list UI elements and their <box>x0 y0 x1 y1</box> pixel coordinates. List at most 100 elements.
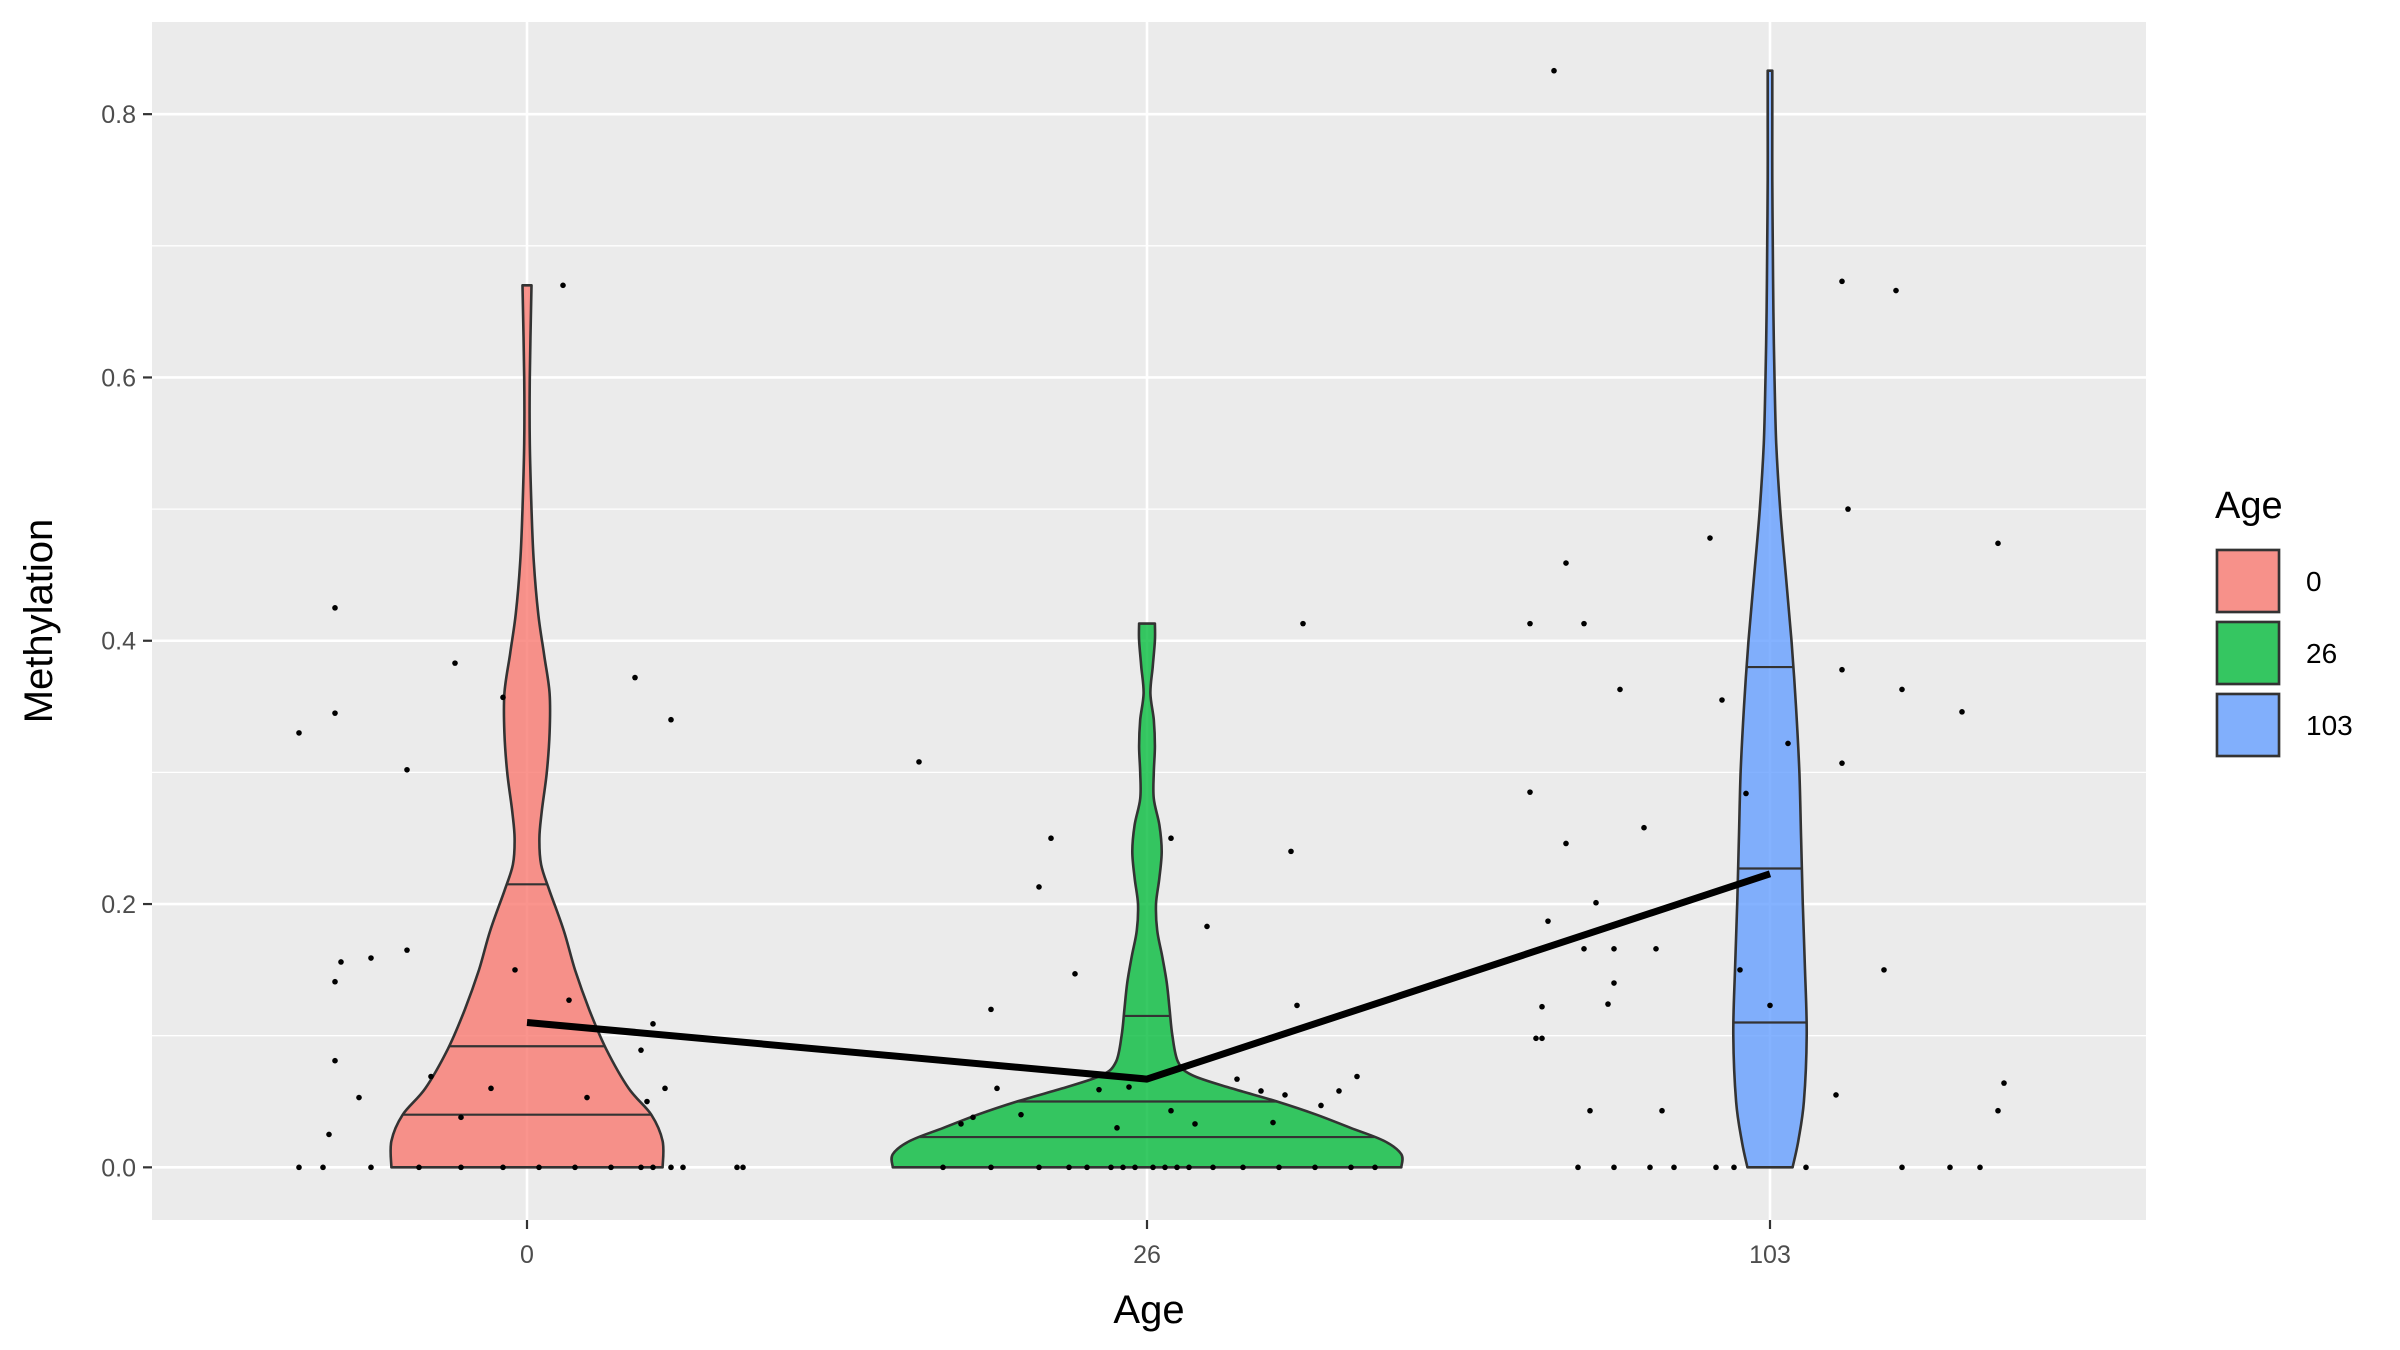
data-point <box>988 1164 994 1171</box>
data-point <box>1899 1164 1905 1171</box>
jitter-points <box>296 67 2007 1171</box>
data-point <box>296 1164 302 1171</box>
data-point <box>1036 1164 1042 1171</box>
data-point <box>1072 971 1078 977</box>
data-point <box>1048 835 1054 842</box>
data-point <box>1551 67 1557 74</box>
legend-label: 103 <box>2306 710 2353 741</box>
data-point <box>1258 1088 1264 1094</box>
data-point <box>2001 1080 2007 1086</box>
data-point <box>1318 1102 1324 1109</box>
data-point <box>566 997 572 1003</box>
data-point <box>1162 1164 1168 1171</box>
data-point <box>1587 1107 1593 1114</box>
data-point <box>1527 789 1533 795</box>
data-point <box>332 605 338 611</box>
data-point <box>608 1164 614 1171</box>
data-point <box>994 1085 1000 1092</box>
data-point <box>332 710 338 716</box>
data-point <box>1204 923 1210 930</box>
data-point <box>668 1164 674 1171</box>
data-point <box>650 1164 656 1171</box>
data-point <box>1641 824 1647 831</box>
data-point <box>1372 1164 1378 1171</box>
data-point <box>1084 1164 1090 1171</box>
data-point <box>1743 790 1749 797</box>
data-point <box>1731 1164 1737 1171</box>
data-point <box>512 967 518 973</box>
data-point <box>1294 1002 1300 1009</box>
data-point <box>1575 1164 1581 1171</box>
data-point <box>1845 506 1851 512</box>
data-point <box>1563 840 1569 847</box>
y-axis-ticks: 0.0 0.2 0.4 0.6 0.8 <box>101 101 152 1182</box>
data-point <box>1276 1164 1282 1171</box>
data-point <box>1282 1092 1288 1098</box>
data-point <box>488 1085 494 1092</box>
data-point <box>1785 740 1791 747</box>
data-point <box>650 1021 656 1027</box>
x-axis-ticks: 0 26 103 <box>520 1220 1791 1269</box>
legend-swatch-103 <box>2215 692 2281 758</box>
data-point <box>668 716 674 723</box>
data-point <box>1767 1002 1773 1009</box>
data-point <box>916 759 922 765</box>
violin-26 <box>890 622 1404 1169</box>
data-point <box>638 1047 644 1053</box>
data-point <box>1240 1164 1246 1171</box>
data-point <box>368 955 374 961</box>
data-point <box>1737 967 1743 973</box>
data-point <box>452 660 458 666</box>
data-point <box>1270 1119 1276 1126</box>
data-point <box>1096 1086 1102 1093</box>
y-axis-title: Methylation <box>17 519 61 724</box>
data-point <box>326 1131 332 1138</box>
data-point <box>1174 1164 1180 1171</box>
data-point <box>680 1164 686 1171</box>
data-point <box>584 1094 590 1101</box>
data-point <box>404 947 410 953</box>
y-tick-label: 0.0 <box>101 1154 136 1182</box>
data-point <box>332 1057 338 1064</box>
data-point <box>734 1164 740 1171</box>
data-point <box>1336 1088 1342 1094</box>
x-tick-label: 26 <box>1133 1241 1161 1269</box>
legend-label: 0 <box>2306 566 2322 597</box>
data-point <box>1893 287 1899 294</box>
y-tick-label: 0.2 <box>101 891 136 919</box>
data-point <box>1839 760 1845 766</box>
data-point <box>572 1164 578 1171</box>
data-point <box>458 1164 464 1171</box>
data-point <box>644 1098 650 1105</box>
mean-line <box>526 870 1772 1083</box>
data-point <box>1593 899 1599 906</box>
data-point <box>356 1094 362 1101</box>
y-tick-label: 0.6 <box>101 364 136 392</box>
data-point <box>1533 1035 1539 1042</box>
data-point <box>416 1164 422 1171</box>
data-point <box>1150 1164 1156 1171</box>
data-point <box>368 1164 374 1171</box>
y-tick-label: 0.8 <box>101 101 136 129</box>
data-point <box>536 1164 542 1171</box>
data-point <box>1839 278 1845 285</box>
data-point <box>1707 535 1713 541</box>
data-point <box>1066 1164 1072 1171</box>
data-point <box>958 1121 964 1127</box>
x-tick-label: 103 <box>1749 1241 1791 1269</box>
data-point <box>1659 1107 1665 1114</box>
mean-line-layer <box>526 870 1772 1083</box>
data-point <box>458 1114 464 1121</box>
data-point <box>332 978 338 985</box>
data-point <box>1312 1164 1318 1171</box>
data-point <box>1977 1164 1983 1171</box>
data-point <box>1605 1001 1611 1007</box>
data-point <box>1132 1164 1138 1171</box>
data-point <box>560 282 566 289</box>
violins <box>389 69 1809 1169</box>
data-point <box>1348 1164 1354 1171</box>
data-point <box>1611 1164 1617 1171</box>
data-point <box>1210 1164 1216 1171</box>
data-point <box>1833 1092 1839 1098</box>
